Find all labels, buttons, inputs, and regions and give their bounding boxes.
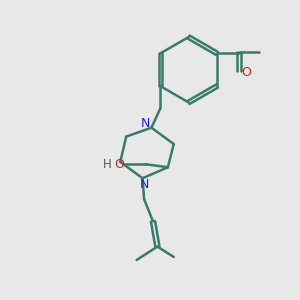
Text: H: H: [103, 158, 112, 171]
Text: O: O: [242, 66, 252, 79]
Text: N: N: [140, 178, 149, 191]
Text: N: N: [141, 117, 150, 130]
Text: O: O: [114, 158, 124, 171]
